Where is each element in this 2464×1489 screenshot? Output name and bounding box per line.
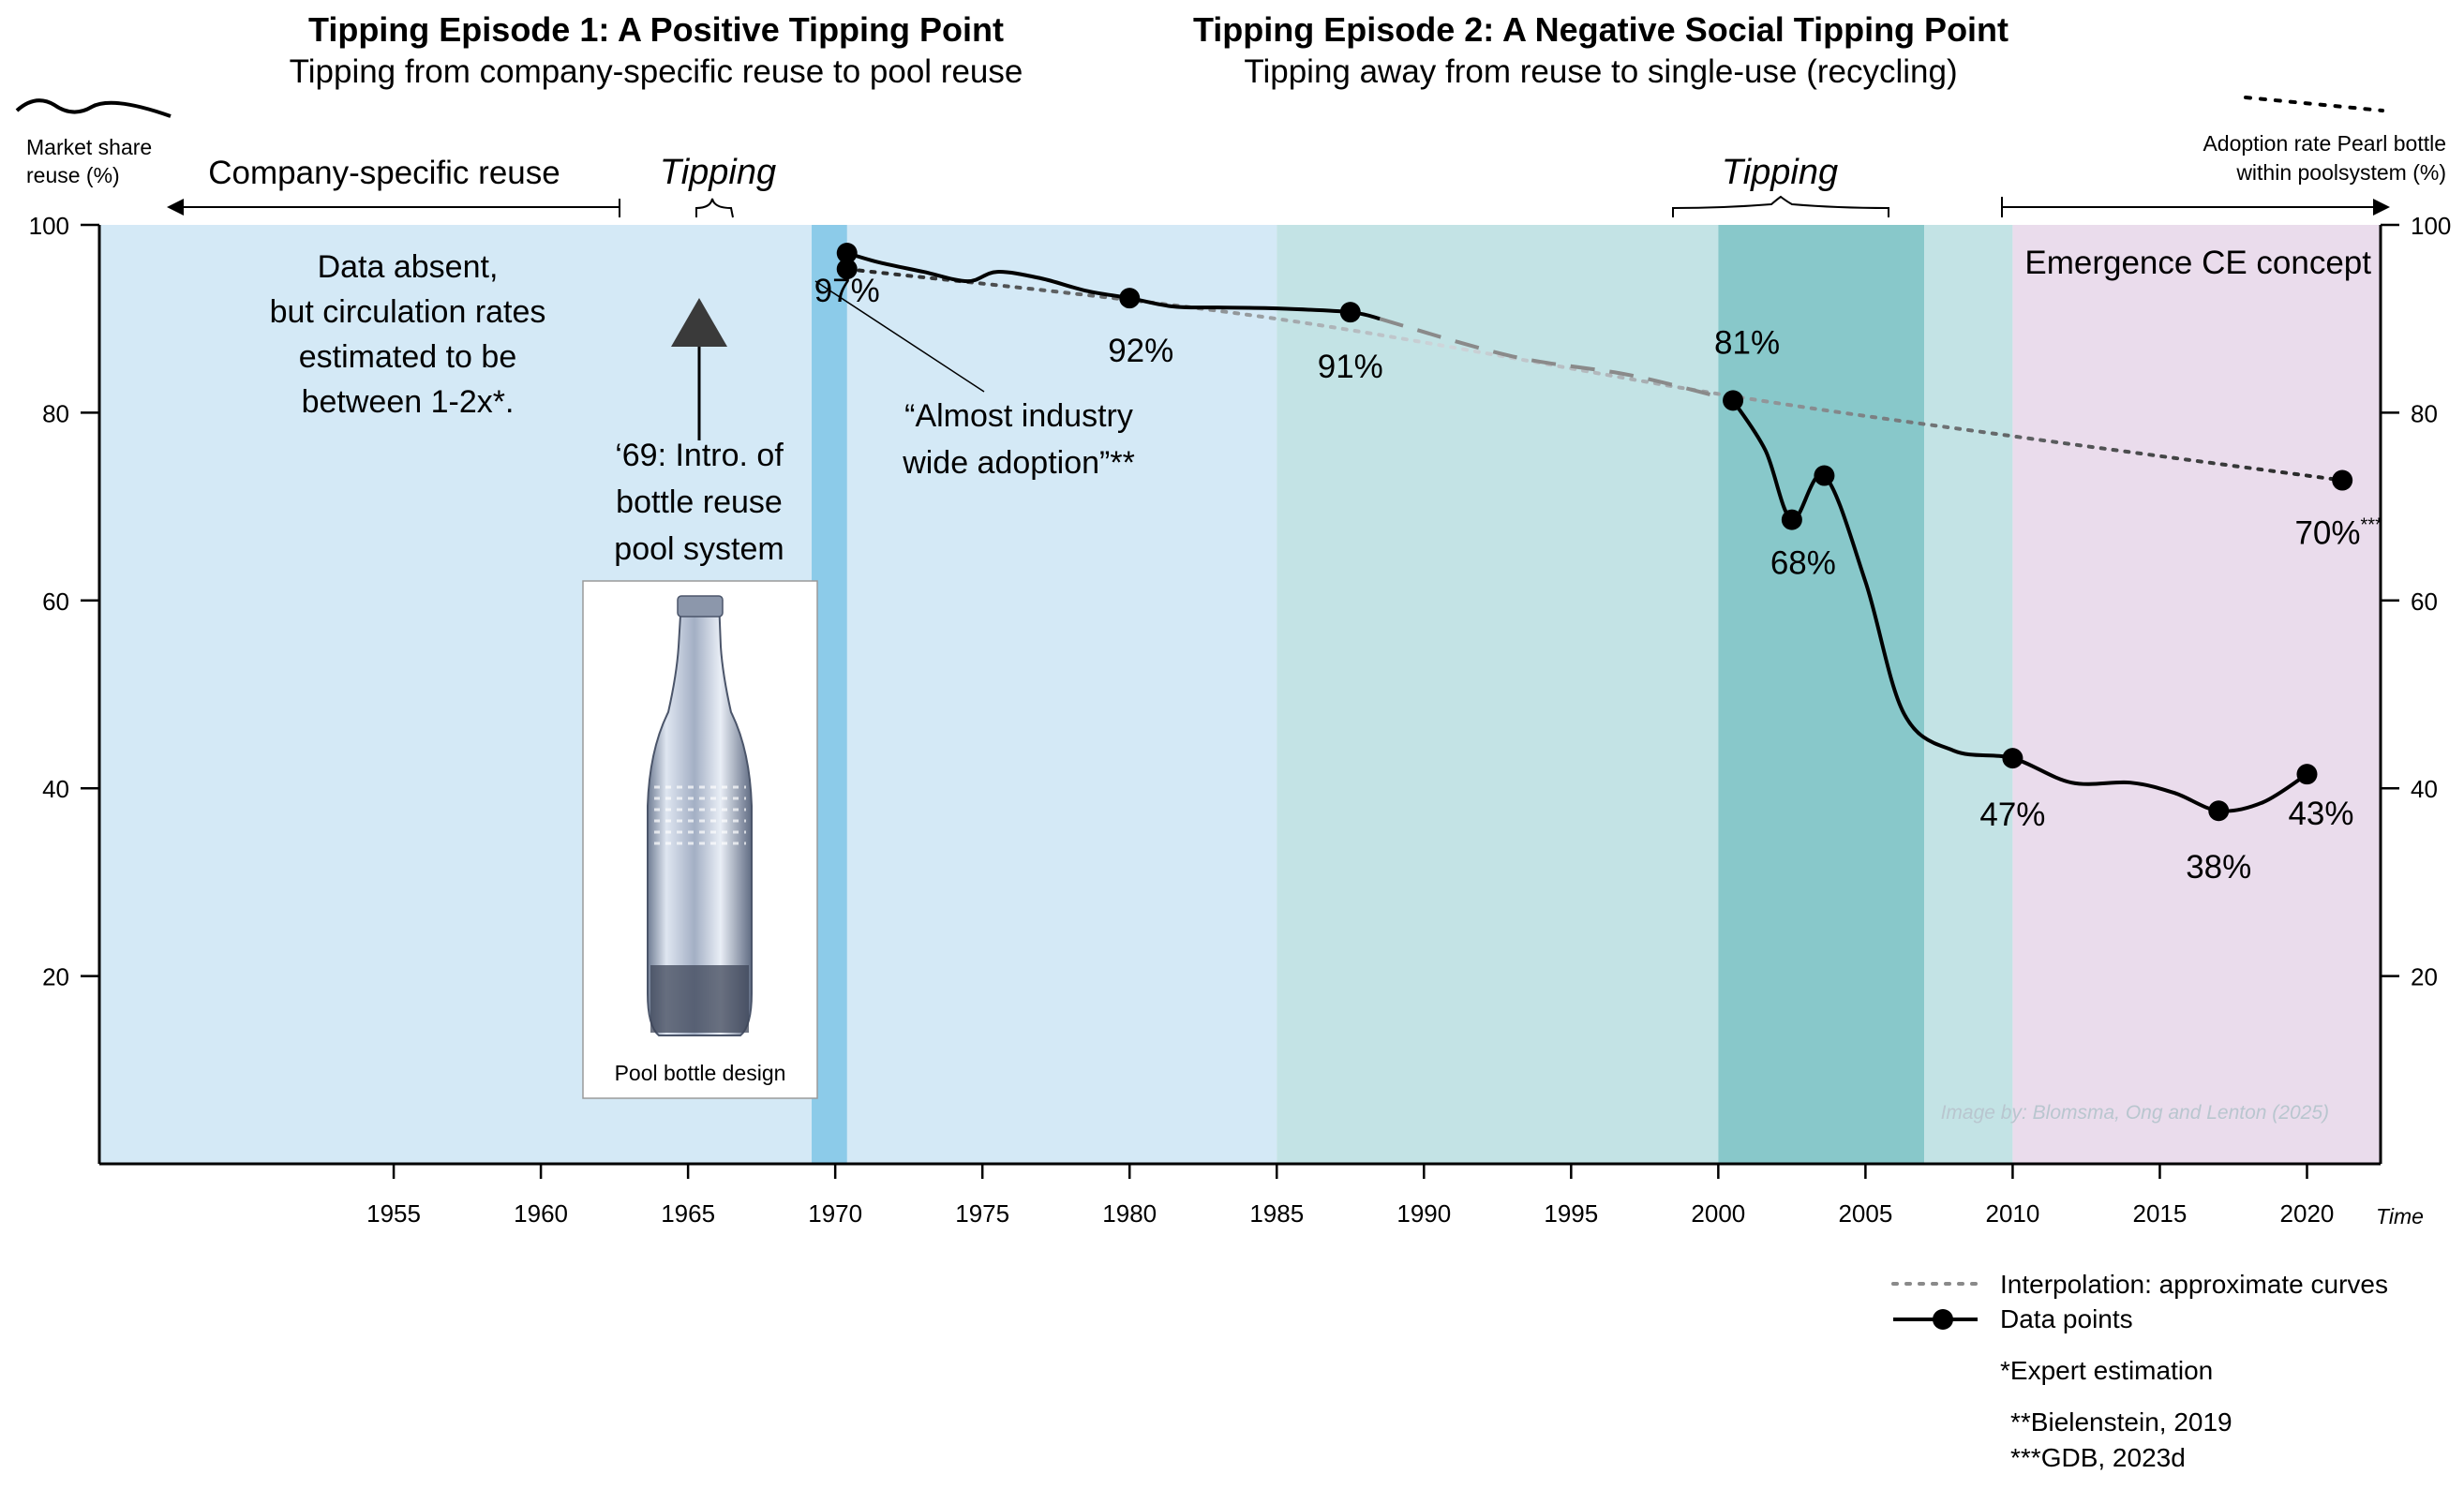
market-share-point bbox=[1723, 390, 1744, 411]
left-axis-title: reuse (%) bbox=[26, 163, 120, 187]
x-tick-label: 1990 bbox=[1396, 1199, 1451, 1228]
right-y-tick-label: 20 bbox=[2411, 963, 2438, 991]
right-y-tick-label: 40 bbox=[2411, 775, 2438, 803]
episode1-subtitle: Tipping from company-specific reuse to p… bbox=[290, 53, 1023, 90]
bottle-liquid-icon bbox=[650, 965, 749, 1033]
market-share-point bbox=[1339, 302, 1361, 323]
phase-label-company-specific: Company-specific reuse bbox=[208, 155, 560, 191]
legend-data-point-swatch bbox=[1933, 1309, 1953, 1330]
almost-adoption-note: “Almost industry bbox=[904, 398, 1133, 434]
point-label: 43% bbox=[2288, 796, 2353, 832]
pool-bottle-figure bbox=[582, 580, 818, 1099]
x-tick-label: 1970 bbox=[808, 1199, 862, 1228]
intro-note: bottle reuse bbox=[616, 484, 783, 520]
data-absent-note: estimated to be bbox=[299, 339, 516, 375]
x-tick-label: 2005 bbox=[1838, 1199, 1892, 1228]
episode1-title: Tipping Episode 1: A Positive Tipping Po… bbox=[308, 10, 1004, 49]
left-y-tick-label: 80 bbox=[42, 399, 69, 427]
text-layer: 97%92% 91%81%68%47%38%43%70%***Tipping Ep… bbox=[15, 10, 2446, 1228]
background-regions bbox=[99, 225, 2381, 1164]
legend-footnote: ***GDB, 2023d bbox=[2010, 1443, 2186, 1472]
x-tick-label: 2020 bbox=[2280, 1199, 2335, 1228]
right-axis-title: Adoption rate Pearl bottle bbox=[2203, 131, 2446, 156]
episode2-title: Tipping Episode 2: A Negative Social Tip… bbox=[1193, 10, 2009, 49]
point-label: 47% bbox=[1979, 797, 2045, 833]
episode2-subtitle: Tipping away from reuse to single-use (r… bbox=[1244, 53, 1957, 90]
leader-line bbox=[814, 280, 985, 393]
x-tick-label: 1995 bbox=[1544, 1199, 1598, 1228]
market-share-point bbox=[2208, 800, 2230, 822]
region-band bbox=[1718, 225, 1925, 1164]
bottle-caption: Pool bottle design bbox=[615, 1061, 786, 1085]
x-axis-title: Time bbox=[2376, 1204, 2424, 1228]
x-tick-label: 1975 bbox=[955, 1199, 1009, 1228]
point-label: 91% bbox=[1318, 349, 1383, 385]
legend: Interpolation: approximate curves Data po… bbox=[1891, 1270, 2388, 1472]
x-tick-label: 2015 bbox=[2133, 1199, 2188, 1228]
market-share-point bbox=[1781, 509, 1802, 530]
pearl-adoption-point bbox=[2332, 469, 2353, 491]
right-y-tick-label: 60 bbox=[2411, 588, 2438, 616]
bottle-cap-icon bbox=[677, 595, 724, 618]
legend-footnote: **Bielenstein, 2019 bbox=[2010, 1407, 2233, 1437]
x-tick-label: 1960 bbox=[514, 1199, 568, 1228]
x-tick-label: 1985 bbox=[1249, 1199, 1304, 1228]
wave-glyph-icon bbox=[15, 98, 172, 118]
x-tick-label: 2000 bbox=[1691, 1199, 1745, 1228]
market-share-line bbox=[846, 251, 1381, 321]
x-tick-label: 1965 bbox=[661, 1199, 715, 1228]
right-y-tick-label: 100 bbox=[2411, 212, 2451, 240]
bracket-icon bbox=[695, 198, 734, 218]
point-label-superscript: *** bbox=[2361, 515, 2383, 536]
phase-label-tipping1: Tipping bbox=[660, 153, 776, 192]
arrow-up-icon bbox=[671, 298, 727, 347]
intro-note: ‘69: Intro. of bbox=[615, 438, 784, 473]
legend-footnote: *Expert estimation bbox=[2000, 1356, 2213, 1385]
market-share-interpolation bbox=[1379, 317, 1734, 403]
legend-data-points-label: Data points bbox=[2000, 1304, 2133, 1333]
dotted-glyph-icon bbox=[2244, 96, 2384, 112]
legend-interpolation-label: Interpolation: approximate curves bbox=[2000, 1270, 2388, 1299]
left-y-tick-label: 20 bbox=[42, 963, 69, 991]
market-share-point bbox=[1814, 465, 1835, 486]
bottle-icon bbox=[647, 599, 753, 1036]
bracket-icon bbox=[1672, 195, 1889, 217]
data-absent-note: but circulation rates bbox=[270, 294, 546, 330]
point-label: 68% bbox=[1770, 545, 1836, 582]
phase-label-emergence: Emergence CE concept bbox=[2024, 245, 2371, 281]
data-absent-note: Data absent, bbox=[318, 249, 499, 285]
region-band bbox=[2012, 225, 2381, 1164]
data-absent-note: between 1-2x*. bbox=[302, 384, 515, 420]
market-share-point bbox=[2296, 764, 2318, 785]
arrow-left-icon bbox=[167, 199, 184, 216]
point-label: 38% bbox=[2186, 849, 2251, 886]
pearl-adoption-point bbox=[836, 259, 858, 280]
market-share-point bbox=[2002, 748, 2023, 769]
x-tick-label: 1955 bbox=[366, 1199, 421, 1228]
series-layer bbox=[836, 243, 2353, 822]
left-y-tick-label: 60 bbox=[42, 588, 69, 616]
left-y-tick-label: 100 bbox=[29, 212, 69, 240]
arrow-right-icon bbox=[2373, 199, 2390, 216]
axes: 1955 1960 1965 1970 1975 1980 1985 1990 1995 2000… bbox=[29, 212, 2452, 1228]
market-share-point bbox=[1119, 288, 1141, 309]
market-share-point bbox=[836, 243, 858, 264]
point-label: 97% bbox=[814, 273, 880, 309]
x-tick-label: 2010 bbox=[1985, 1199, 2039, 1228]
right-axis-title: within poolsystem (%) bbox=[2235, 160, 2446, 185]
left-axis-title: Market share bbox=[26, 135, 152, 159]
x-tick-label: 1980 bbox=[1102, 1199, 1157, 1228]
region-band bbox=[1924, 225, 2013, 1164]
almost-adoption-note: wide adoption”** bbox=[902, 445, 1135, 481]
left-y-tick-label: 40 bbox=[42, 775, 69, 803]
image-credit: Image by: Blomsma, Ong and Lenton (2025) bbox=[1941, 1102, 2329, 1124]
point-label: 92% bbox=[1108, 333, 1173, 369]
right-y-tick-label: 80 bbox=[2411, 399, 2438, 427]
intro-note: pool system bbox=[614, 531, 784, 567]
point-label: 81% bbox=[1714, 324, 1780, 361]
phase-label-tipping2: Tipping bbox=[1722, 153, 1838, 192]
